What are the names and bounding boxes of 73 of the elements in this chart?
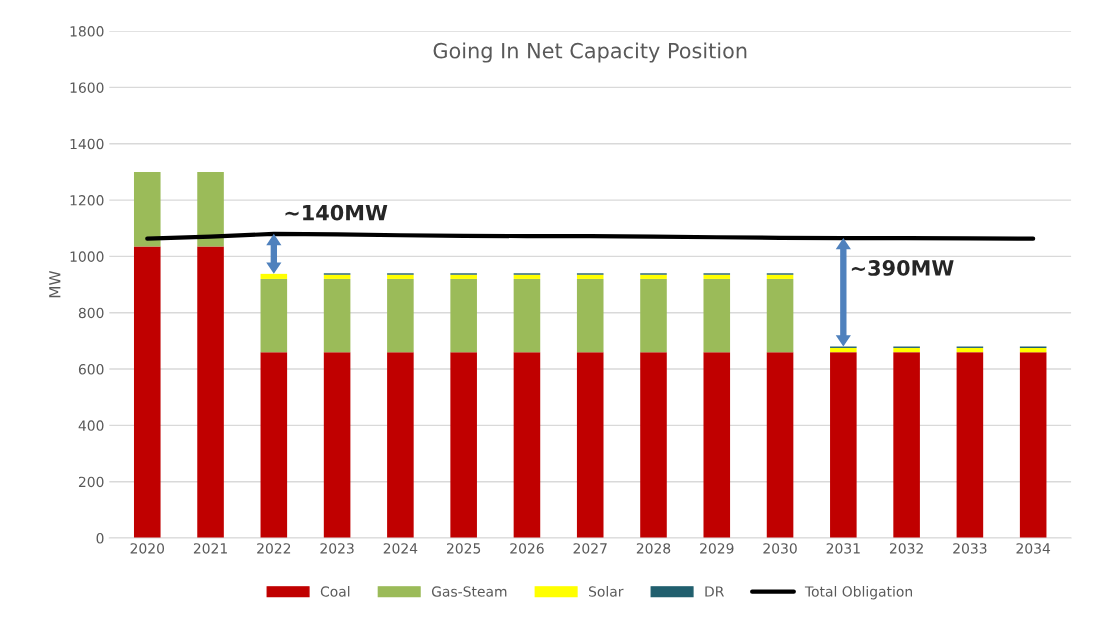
y-tick-label: 1200 bbox=[70, 195, 104, 206]
annotation: ~140MW bbox=[285, 204, 388, 221]
bar bbox=[513, 352, 541, 539]
bar bbox=[956, 352, 984, 539]
y-tick-label: 200 bbox=[78, 476, 104, 488]
bar bbox=[323, 274, 351, 279]
bar bbox=[513, 278, 541, 353]
x-tick-label: 2030 bbox=[763, 543, 797, 554]
bar bbox=[450, 278, 477, 353]
bar bbox=[766, 352, 794, 539]
y-tick-label: 1600 bbox=[70, 82, 104, 93]
y-tick-label: 1000 bbox=[70, 251, 104, 262]
bar bbox=[133, 171, 161, 247]
bar bbox=[576, 352, 604, 539]
bar bbox=[387, 278, 414, 353]
text: Going In Net Capacity Position bbox=[433, 42, 747, 63]
x-tick-label: 2026 bbox=[510, 543, 544, 554]
bar bbox=[703, 352, 731, 539]
x-tick-label: 2028 bbox=[636, 543, 671, 554]
legend-label: Coal bbox=[320, 586, 350, 597]
bar bbox=[323, 352, 351, 539]
x-tick-label: 2031 bbox=[826, 543, 860, 554]
bar bbox=[323, 278, 351, 353]
bar bbox=[830, 352, 857, 539]
bar bbox=[703, 278, 731, 353]
bar bbox=[387, 352, 414, 539]
x-tick-label: 2034 bbox=[1016, 543, 1051, 554]
bar bbox=[830, 347, 857, 353]
y-axis-title: MW bbox=[49, 270, 61, 298]
bar bbox=[956, 347, 984, 353]
bar bbox=[893, 347, 920, 353]
bar bbox=[197, 171, 224, 247]
y-tick-label: 1800 bbox=[70, 26, 104, 37]
bar bbox=[576, 278, 604, 353]
bar bbox=[260, 352, 288, 539]
bar bbox=[133, 246, 161, 539]
bar bbox=[703, 274, 731, 279]
bar bbox=[893, 352, 920, 539]
x-tick-label: 2020 bbox=[130, 543, 165, 554]
bar bbox=[640, 274, 667, 279]
x-tick-label: 2025 bbox=[447, 543, 481, 554]
bar bbox=[1019, 352, 1047, 539]
bar bbox=[197, 246, 224, 539]
x-tick-label: 2027 bbox=[573, 543, 607, 554]
legend-label: DR bbox=[705, 586, 724, 597]
bar bbox=[640, 352, 667, 539]
y-tick-label: 400 bbox=[78, 420, 104, 431]
legend-label: Gas-Steam bbox=[431, 586, 507, 597]
bar bbox=[260, 273, 288, 279]
annotation: ~390MW bbox=[851, 260, 954, 276]
bar bbox=[513, 274, 541, 279]
x-tick-label: 2029 bbox=[700, 543, 734, 554]
x-tick-label: 2022 bbox=[257, 543, 291, 554]
y-tick-label: 0 bbox=[96, 533, 104, 544]
bar bbox=[576, 274, 604, 279]
x-tick-label: 2032 bbox=[889, 543, 923, 554]
bar bbox=[450, 352, 477, 539]
bar bbox=[766, 278, 794, 353]
y-tick-label: 800 bbox=[78, 307, 104, 319]
bar bbox=[640, 278, 667, 353]
bar bbox=[260, 278, 288, 353]
bar bbox=[387, 274, 414, 279]
x-tick-label: 2023 bbox=[320, 543, 354, 554]
x-tick-label: 2024 bbox=[383, 543, 418, 554]
bar bbox=[766, 274, 794, 279]
bar bbox=[450, 274, 477, 279]
x-tick-label: 2021 bbox=[193, 543, 227, 554]
x-tick-label: 2033 bbox=[953, 543, 987, 554]
y-tick-label: 600 bbox=[78, 364, 104, 375]
bar bbox=[1019, 347, 1047, 353]
legend-label: Solar bbox=[589, 586, 624, 597]
legend-label: Total Obligation bbox=[804, 586, 912, 600]
y-tick-label: 1400 bbox=[70, 138, 104, 150]
